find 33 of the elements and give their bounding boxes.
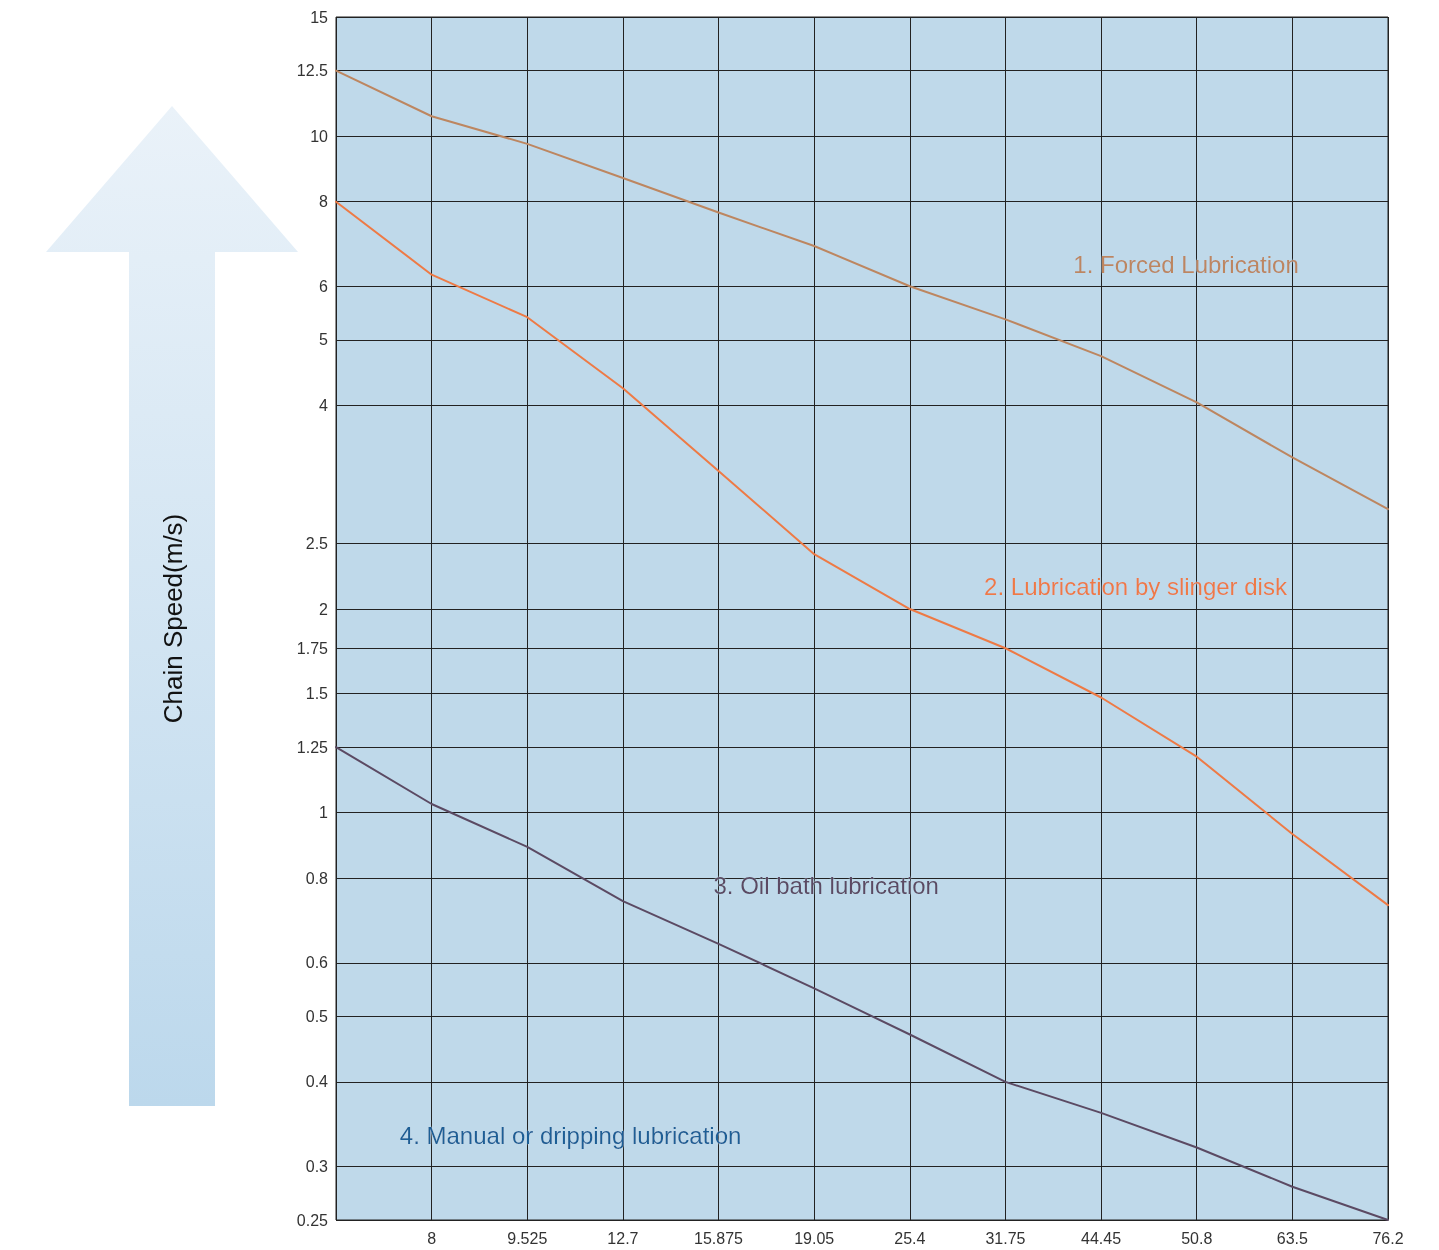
y-tick-label: 0.3 — [305, 1157, 329, 1175]
x-tick-label: 9.525 — [507, 1229, 548, 1247]
x-tick-label: 12.7 — [607, 1229, 639, 1247]
y-tick-label: 10 — [310, 127, 329, 145]
x-tick-label: 76.2 — [1372, 1229, 1404, 1247]
y-axis-title: Chain Speed(m/s) — [158, 513, 188, 724]
line-series — [335, 69, 1389, 511]
x-tick-label: 15.875 — [694, 1229, 744, 1247]
y-tick-label: 1 — [319, 804, 329, 822]
y-tick-label: 0.4 — [305, 1073, 329, 1091]
y-tick-label: 4 — [319, 396, 329, 414]
y-tick-label: 15 — [310, 8, 329, 26]
x-tick-label: 44.45 — [1081, 1229, 1122, 1247]
y-tick-label: 1.5 — [305, 685, 329, 703]
y-tick-label: 6 — [319, 277, 329, 295]
x-tick-label: 31.75 — [985, 1229, 1026, 1247]
x-tick-label: 8 — [427, 1229, 437, 1247]
x-tick-label: 19.05 — [794, 1229, 835, 1247]
y-tick-label: 12.5 — [296, 62, 329, 80]
x-tick-label: 63.5 — [1276, 1229, 1309, 1247]
y-tick-label: 1.25 — [296, 738, 329, 756]
y-tick-label: 0.5 — [305, 1007, 329, 1025]
x-tick-label: 50.8 — [1181, 1229, 1213, 1247]
y-tick-label: 2.5 — [305, 534, 329, 552]
y-tick-label: 5 — [319, 331, 329, 349]
line-series — [335, 200, 1389, 907]
y-tick-label: 1.75 — [296, 639, 329, 657]
x-tick-label: 25.4 — [894, 1229, 926, 1247]
y-tick-label: 2 — [319, 600, 329, 618]
y-tick-label: 0.25 — [296, 1211, 329, 1229]
y-tick-label: 8 — [319, 193, 329, 211]
y-tick-label: 0.6 — [305, 954, 329, 972]
y-tick-label: 0.8 — [305, 869, 329, 887]
